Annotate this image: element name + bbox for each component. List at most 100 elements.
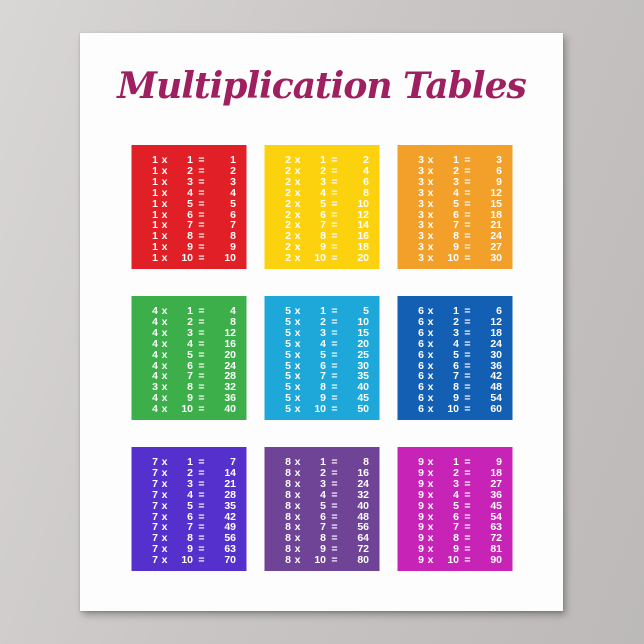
multiplicand: 10 xyxy=(447,554,459,567)
product: 36 xyxy=(490,488,502,501)
multiplicand: 8 xyxy=(453,230,459,243)
multiplicand: 6 xyxy=(320,208,326,221)
factor: 6 xyxy=(418,370,424,383)
multiplication-row: 7 x 2 = 14 xyxy=(145,468,236,479)
equals-sign: = xyxy=(331,488,338,501)
factor: 7 xyxy=(152,521,158,534)
product: 18 xyxy=(357,241,369,254)
product: 32 xyxy=(224,381,236,394)
factor: 3 xyxy=(152,381,158,394)
equals-sign: = xyxy=(198,326,205,339)
multiplicand: 5 xyxy=(187,499,193,512)
multiplicand: 10 xyxy=(181,554,193,567)
equals-sign: = xyxy=(331,197,338,210)
factor: 1 xyxy=(152,219,158,232)
multiplicand: 7 xyxy=(187,521,193,534)
multiplication-row: 8 x 2 = 16 xyxy=(278,468,369,479)
multiplicand: 6 xyxy=(320,359,326,372)
multiplication-row: 5 x 2 = 10 xyxy=(278,317,369,328)
times-sign: x xyxy=(427,348,434,361)
factor: 2 xyxy=(285,175,291,188)
factor: 7 xyxy=(152,477,158,490)
times-sign: x xyxy=(294,532,301,545)
product: 18 xyxy=(490,466,502,479)
product: 12 xyxy=(224,326,236,339)
times-sign: x xyxy=(294,392,301,405)
multiplication-row: 5 x 5 = 25 xyxy=(278,349,369,361)
equals-sign: = xyxy=(464,337,471,350)
factor: 8 xyxy=(285,466,291,479)
multiplication-row: 7 x 6 = 42 xyxy=(145,511,236,523)
product: 18 xyxy=(490,326,502,339)
times-sign: x xyxy=(427,456,434,468)
times-sign: x xyxy=(294,359,301,372)
product: 24 xyxy=(357,477,369,490)
multiplication-row: 6 x 6 = 36 xyxy=(411,359,502,372)
multiplication-row: 3 x 8 = 24 xyxy=(411,231,502,242)
equals-sign: = xyxy=(198,348,205,361)
multiplication-row: 9 x 6 = 54 xyxy=(411,510,502,523)
multiplicand: 4 xyxy=(453,488,459,501)
product: 16 xyxy=(357,230,369,243)
equals-sign: = xyxy=(464,456,471,468)
times-sign: x xyxy=(294,510,301,523)
multiplication-row: 3 x 10 = 30 xyxy=(411,253,502,264)
equals-sign: = xyxy=(464,219,471,232)
multiplicand: 9 xyxy=(320,392,326,405)
equals-sign: = xyxy=(198,532,205,545)
factor: 7 xyxy=(152,532,158,545)
multiplicand: 1 xyxy=(320,154,326,166)
multiplicand: 7 xyxy=(320,370,326,383)
product: 49 xyxy=(224,521,236,534)
factor: 4 xyxy=(152,315,158,328)
multiplication-row: 5 x 10 = 50 xyxy=(278,404,369,415)
times-sign: x xyxy=(427,186,434,199)
multiplication-row: 8 x 1 = 8 xyxy=(278,457,369,468)
multiplication-row: 1 x 4 = 4 xyxy=(145,186,236,199)
times-sign: x xyxy=(161,175,168,188)
multiplication-row: 8 x 8 = 64 xyxy=(278,533,369,544)
equals-sign: = xyxy=(198,186,205,199)
multiplication-row: 8 x 5 = 40 xyxy=(278,499,369,512)
product: 2 xyxy=(230,164,236,177)
equals-sign: = xyxy=(198,337,205,350)
equals-sign: = xyxy=(331,456,338,468)
factor: 9 xyxy=(418,466,424,479)
multiplicand: 4 xyxy=(187,186,193,199)
product: 50 xyxy=(357,403,369,416)
multiplication-row: 9 x 1 = 9 xyxy=(411,457,502,468)
equals-sign: = xyxy=(464,348,471,361)
times-sign: x xyxy=(294,252,301,265)
factor: 9 xyxy=(418,456,424,468)
product: 4 xyxy=(230,186,236,199)
equals-sign: = xyxy=(331,241,338,254)
product: 72 xyxy=(357,543,369,556)
factor: 3 xyxy=(418,197,424,210)
5-times-table-card: 5 x 1 = 5 5 x 2 = 10 5 x 3 = 15 5 x 4 = 20 5 x 5 = 25 5 x 6 = 30 5 x 7 = 3… xyxy=(264,296,379,420)
times-sign: x xyxy=(161,477,168,490)
multiplication-row: 4 x 5 = 20 xyxy=(145,348,236,361)
multiplicand: 6 xyxy=(453,510,459,523)
product: 6 xyxy=(363,175,369,188)
equals-sign: = xyxy=(198,456,205,468)
product: 27 xyxy=(490,241,502,254)
multiplicand: 2 xyxy=(453,164,459,177)
product: 24 xyxy=(490,230,502,243)
multiplication-row: 4 x 3 = 12 xyxy=(145,326,236,339)
times-sign: x xyxy=(161,348,168,361)
multiplicand: 2 xyxy=(187,466,193,479)
times-sign: x xyxy=(161,488,168,501)
multiplication-row: 9 x 2 = 18 xyxy=(411,468,502,479)
product: 56 xyxy=(224,532,236,545)
times-sign: x xyxy=(427,359,434,372)
multiplicand: 2 xyxy=(453,466,459,479)
multiplicand: 9 xyxy=(320,543,326,556)
equals-sign: = xyxy=(198,499,205,512)
times-sign: x xyxy=(294,543,301,556)
multiplication-row: 1 x 7 = 7 xyxy=(145,220,236,231)
product: 45 xyxy=(490,499,502,512)
equals-sign: = xyxy=(331,337,338,350)
factor: 2 xyxy=(285,241,291,254)
times-sign: x xyxy=(294,499,301,512)
multiplication-row: 6 x 10 = 60 xyxy=(411,404,502,415)
